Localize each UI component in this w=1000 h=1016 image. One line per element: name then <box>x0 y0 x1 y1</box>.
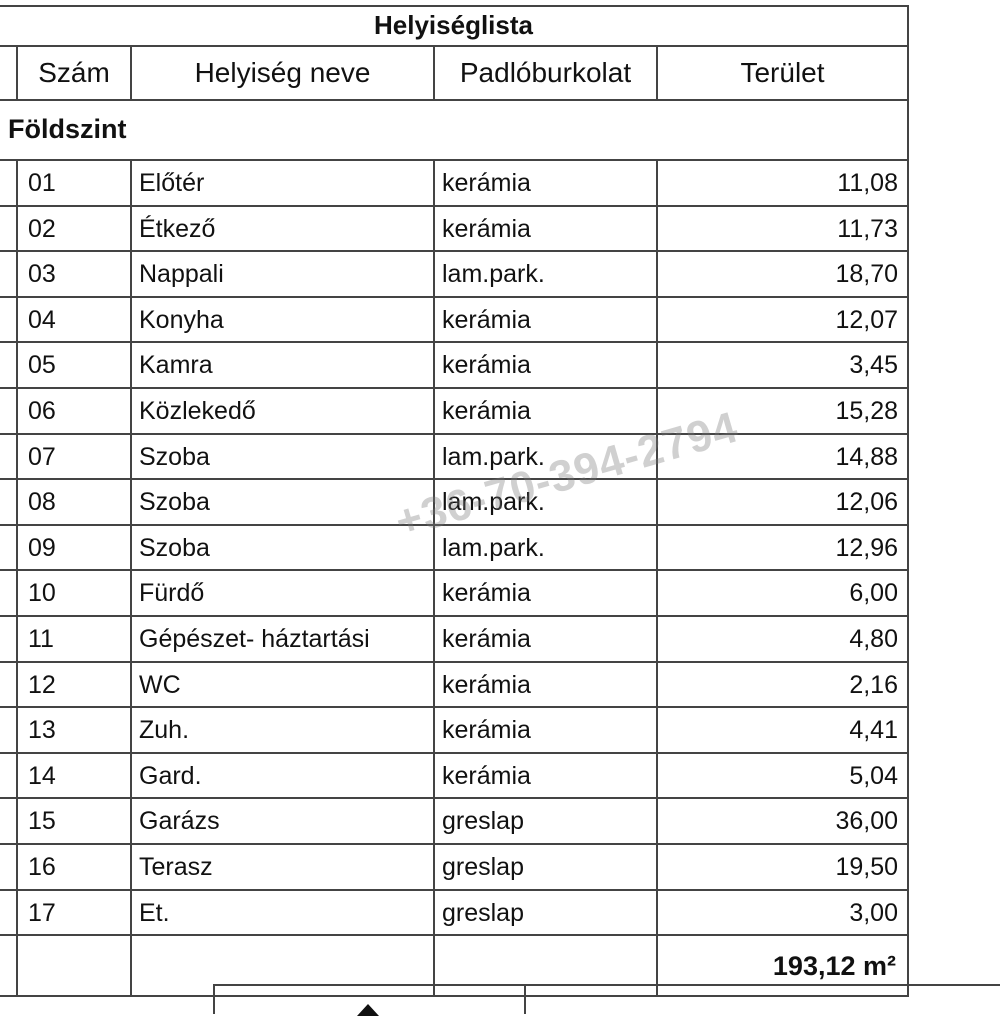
room-area: 2,16 <box>849 671 898 699</box>
row-divider <box>0 889 909 891</box>
room-name: Étkező <box>139 215 216 243</box>
room-flooring: lam.park. <box>442 488 545 516</box>
room-number: 10 <box>28 579 56 607</box>
row-divider <box>0 569 909 571</box>
room-flooring: kerámia <box>442 671 531 699</box>
room-number: 15 <box>28 807 56 835</box>
row-divider <box>0 433 909 435</box>
room-number: 04 <box>28 306 56 334</box>
room-flooring: lam.park. <box>442 260 545 288</box>
room-number: 08 <box>28 488 56 516</box>
room-area: 4,80 <box>849 625 898 653</box>
row-divider <box>0 296 909 298</box>
room-area: 6,00 <box>849 579 898 607</box>
room-name: Konyha <box>139 306 224 334</box>
room-number: 05 <box>28 351 56 379</box>
room-area: 11,73 <box>837 215 898 243</box>
room-number: 06 <box>28 397 56 425</box>
room-number: 12 <box>28 671 56 699</box>
room-name: Szoba <box>139 443 210 471</box>
room-name: Gépészet- háztartási <box>139 625 370 653</box>
row-divider <box>0 341 909 343</box>
row-divider <box>0 615 909 617</box>
row-divider <box>0 661 909 663</box>
header-area: Terület <box>740 57 825 88</box>
room-number: 16 <box>28 853 56 881</box>
header-flooring: Padlóburkolat <box>459 57 632 88</box>
row-divider <box>0 524 909 526</box>
room-area: 12,06 <box>835 488 898 516</box>
row-divider <box>0 387 909 389</box>
room-area: 5,04 <box>849 762 898 790</box>
table-title: Helyiséglista <box>374 10 533 40</box>
room-flooring: greslap <box>442 853 524 881</box>
north-arrow-icon <box>357 1004 379 1016</box>
room-area: 4,41 <box>849 716 898 744</box>
room-name: Szoba <box>139 534 210 562</box>
header-room-name: Helyiség neve <box>194 57 371 88</box>
room-flooring: lam.park. <box>442 534 545 562</box>
row-divider <box>0 205 909 207</box>
row-divider <box>0 250 909 252</box>
room-name: Nappali <box>139 260 224 288</box>
room-flooring: kerámia <box>442 351 531 379</box>
room-name: Garázs <box>139 807 220 835</box>
row-divider <box>0 752 909 754</box>
room-flooring: greslap <box>442 899 524 927</box>
room-flooring: kerámia <box>442 762 531 790</box>
room-name: Közlekedő <box>139 397 256 425</box>
room-flooring: kerámia <box>442 625 531 653</box>
room-flooring: kerámia <box>442 397 531 425</box>
row-divider <box>0 843 909 845</box>
room-number: 03 <box>28 260 56 288</box>
room-area: 3,00 <box>849 899 898 927</box>
room-number: 17 <box>28 899 56 927</box>
room-flooring: kerámia <box>442 306 531 334</box>
room-name: Zuh. <box>139 716 190 744</box>
room-area: 14,88 <box>835 443 898 471</box>
room-name: Et. <box>139 899 170 927</box>
room-area: 12,07 <box>835 306 898 334</box>
room-area: 18,70 <box>835 260 898 288</box>
room-flooring: kerámia <box>442 169 531 197</box>
room-flooring: lam.park. <box>442 443 545 471</box>
total-area: 193,12 m² <box>772 951 896 981</box>
room-area: 15,28 <box>835 397 898 425</box>
room-area: 12,96 <box>835 534 898 562</box>
room-area: 19,50 <box>835 853 898 881</box>
room-name: Terasz <box>139 853 213 881</box>
room-area: 36,00 <box>835 807 898 835</box>
room-number: 02 <box>28 215 56 243</box>
header-number: Szám <box>38 57 110 88</box>
room-name: Kamra <box>139 351 213 379</box>
room-flooring: kerámia <box>442 579 531 607</box>
room-name: Fürdő <box>139 579 205 607</box>
room-number: 11 <box>28 625 54 653</box>
room-number: 14 <box>28 762 56 790</box>
row-divider <box>0 797 909 799</box>
room-number: 13 <box>28 716 56 744</box>
room-flooring: greslap <box>442 807 524 835</box>
room-name: WC <box>139 671 181 699</box>
room-name: Szoba <box>139 488 210 516</box>
section-ground-floor: Földszint <box>8 114 127 144</box>
room-name: Gard. <box>139 762 202 790</box>
room-number: 01 <box>28 169 56 197</box>
row-divider <box>0 934 909 936</box>
room-flooring: kerámia <box>442 215 531 243</box>
room-area: 3,45 <box>849 351 898 379</box>
room-area: 11,08 <box>837 169 898 197</box>
row-divider <box>0 478 909 480</box>
room-flooring: kerámia <box>442 716 531 744</box>
row-divider <box>0 706 909 708</box>
room-name: Előtér <box>139 169 205 197</box>
room-number: 09 <box>28 534 56 562</box>
room-number: 07 <box>28 443 56 471</box>
